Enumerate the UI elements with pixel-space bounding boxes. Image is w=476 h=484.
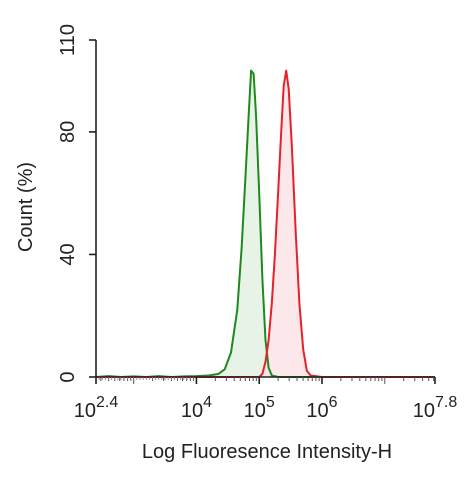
- series-2-line: [96, 69, 435, 378]
- x-tick-base: 10: [306, 400, 328, 422]
- y-axis-title: Count (%): [15, 162, 37, 252]
- x-tick-label: 105: [244, 394, 275, 422]
- x-tick-base: 10: [74, 400, 96, 422]
- x-tick-base: 10: [181, 400, 203, 422]
- x-tick-label: 107.8: [413, 394, 458, 422]
- series-1-line: [95, 69, 435, 378]
- axis-labels: Count (%) Log Fluoresence Intensity-H: [15, 162, 392, 463]
- x-tick-exponent: 7.8: [435, 394, 457, 411]
- x-tick-label: 102.4: [74, 394, 119, 422]
- x-tick-label: 106: [306, 394, 337, 422]
- x-tick-label: 104: [181, 394, 212, 422]
- y-tick-label: 80: [57, 121, 79, 143]
- y-tick-label: 40: [57, 243, 79, 265]
- x-tick-exponent: 2.4: [96, 394, 118, 411]
- y-tick-label: 0: [57, 371, 79, 382]
- x-tick-exponent: 4: [203, 394, 212, 411]
- x-axis-title: Log Fluoresence Intensity-H: [142, 441, 392, 463]
- y-tick-label: 110: [57, 24, 79, 56]
- x-tick-exponent: 6: [329, 394, 338, 411]
- x-tick-base: 10: [413, 400, 435, 422]
- x-tick-base: 10: [244, 400, 266, 422]
- x-tick-exponent: 5: [266, 394, 275, 411]
- plot-area: [95, 69, 435, 378]
